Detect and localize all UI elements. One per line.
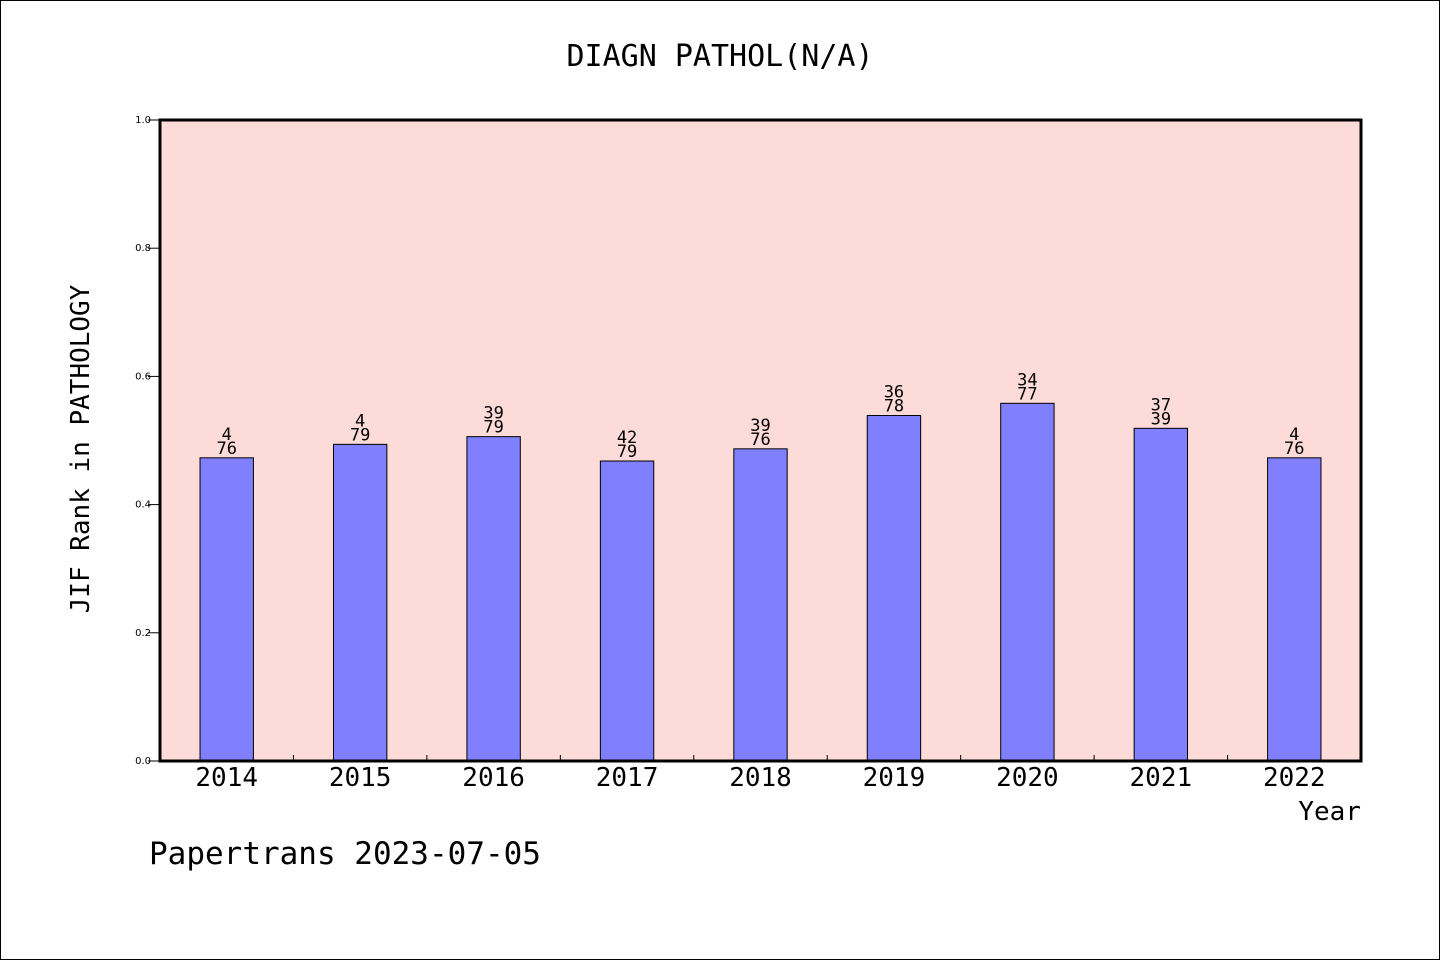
bar-2016	[466, 436, 521, 762]
x-tick-label-2015: 2015	[329, 763, 392, 793]
y-axis-label: JIF Rank in PATHOLOGY	[66, 284, 96, 613]
x-tick-label-2014: 2014	[195, 763, 258, 793]
y-tick-label-1.0: 1.0	[135, 115, 151, 126]
x-tick-label-2018: 2018	[729, 763, 792, 793]
y-tick-label-0.4: 0.4	[135, 500, 151, 511]
footer-text: Papertrans 2023-07-05	[149, 836, 541, 872]
bar-2015	[332, 443, 388, 762]
bar-label-top-2020: 34	[1017, 370, 1037, 390]
bar-label-bottom-2016: 79	[483, 418, 503, 438]
bar-label-top-2015: 4	[355, 411, 365, 431]
x-tick-label-2020: 2020	[996, 763, 1059, 793]
chart-title: DIAGN PATHOL(N/A)	[566, 39, 873, 74]
bar-label-bottom-2017: 79	[617, 442, 637, 462]
bar-label-bottom-2022: 76	[1284, 439, 1304, 459]
bar-label-bottom-2014: 76	[216, 439, 236, 459]
bar-2014	[199, 457, 254, 762]
bar-label-top-2016: 39	[483, 404, 503, 424]
y-tick-label-0.6: 0.6	[135, 371, 151, 382]
bar-label-top-2018: 39	[750, 416, 770, 436]
x-axis-label: Year	[1298, 797, 1361, 827]
bar-label-top-2022: 4	[1289, 425, 1299, 445]
plot-border	[158, 118, 1363, 763]
bar-label-top-2017: 42	[617, 428, 637, 448]
x-tick-label-2021: 2021	[1130, 763, 1193, 793]
y-tick-label-0.8: 0.8	[135, 243, 151, 254]
x-tick-label-2016: 2016	[462, 763, 525, 793]
x-tick-label-2022: 2022	[1263, 763, 1326, 793]
bar-label-bottom-2015: 79	[350, 425, 370, 445]
bar-2017	[599, 460, 655, 762]
bar-2021	[1133, 427, 1189, 762]
bar-label-top-2014: 4	[222, 425, 232, 445]
bar-2018	[733, 448, 788, 762]
bar-label-bottom-2020: 77	[1017, 384, 1037, 404]
bar-label-top-2019: 36	[884, 383, 904, 403]
bar-label-bottom-2019: 78	[884, 397, 904, 417]
x-tick-label-2019: 2019	[863, 763, 926, 793]
bar-label-top-2021: 37	[1151, 395, 1171, 415]
bar-2019	[866, 415, 922, 762]
bar-label-bottom-2018: 76	[750, 430, 770, 450]
x-tick-label-2017: 2017	[596, 763, 659, 793]
bar-2022	[1267, 457, 1322, 762]
bar-2020	[1000, 402, 1055, 762]
y-tick-label-0.0: 0.0	[135, 756, 151, 767]
bar-label-bottom-2021: 39	[1151, 409, 1171, 429]
y-tick-label-0.2: 0.2	[135, 628, 151, 639]
